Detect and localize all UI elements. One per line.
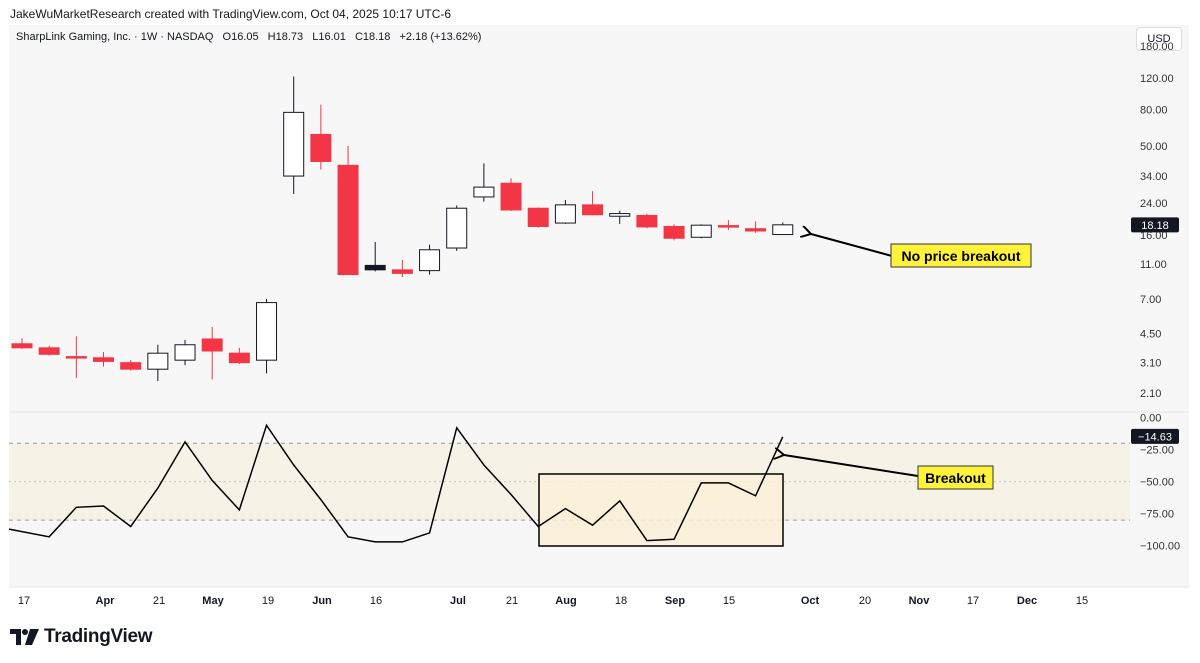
- candle-body: [337, 164, 359, 276]
- time-tick-label: 21: [506, 595, 518, 607]
- price-tick-label: 3.10: [1140, 358, 1161, 370]
- price-tick-label: 2.10: [1140, 388, 1161, 400]
- candle-body: [201, 338, 223, 352]
- candle-body: [717, 225, 739, 228]
- price-tick-label: 24.00: [1140, 198, 1168, 210]
- candle-body: [256, 302, 278, 361]
- time-tick-label: Oct: [801, 595, 820, 607]
- last-value-tag: [1131, 428, 1179, 444]
- candle-body: [772, 224, 794, 236]
- candle-body: [609, 213, 631, 217]
- price-tick-label: 80.00: [1140, 104, 1168, 116]
- candle-body: [419, 249, 441, 272]
- open-value: O16.05: [222, 31, 259, 43]
- time-tick-label: 16: [370, 595, 382, 607]
- symbol-legend: SharpLink Gaming, Inc. · 1W · NASDAQ O16…: [16, 31, 487, 43]
- price-note-box: [890, 243, 1032, 268]
- symbol-name[interactable]: SharpLink Gaming, Inc. · 1W · NASDAQ: [16, 31, 214, 43]
- close-value: C18.18: [354, 31, 391, 43]
- indicator-note-box: [917, 465, 994, 490]
- tradingview-wordmark: TradingView: [44, 626, 153, 647]
- time-tick-label: 21: [153, 595, 165, 607]
- candle-body: [283, 111, 305, 177]
- candle-body: [636, 214, 658, 228]
- time-tick-label: 17: [967, 595, 979, 607]
- last-value-label: −14.63: [1138, 431, 1172, 443]
- annotations: No price breakout Breakout: [784, 234, 1032, 490]
- time-tick-label: 20: [859, 595, 871, 607]
- indicator-note-arrow: [784, 455, 919, 477]
- time-axis[interactable]: 17 Apr 21 May 19 Jun 16 Jul 21 Aug 18 Sep 15 Oct 20 Nov…: [18, 595, 1088, 607]
- price-tick-label: 120.00: [1140, 73, 1174, 85]
- candle-body: [527, 207, 549, 227]
- price-tick-label: 34.00: [1140, 171, 1168, 183]
- price-tick-label: 180.00: [1140, 41, 1174, 53]
- indicator-axis[interactable]: 0.00 −25.00 −50.00 −75.00 −100.00 −14.63: [1131, 413, 1180, 553]
- time-tick-label: May: [202, 595, 224, 607]
- candle-body: [174, 344, 196, 361]
- candle-body: [391, 269, 413, 274]
- chart-header: JakeWuMarketResearch created with Tradin…: [10, 7, 452, 21]
- breakout-box: [538, 473, 784, 547]
- price-tick-label: 7.00: [1140, 294, 1161, 306]
- low-value: L16.01: [312, 31, 346, 43]
- candle-body: [473, 186, 495, 198]
- candle-body: [745, 228, 767, 232]
- indicator-tick-label: −100.00: [1140, 541, 1180, 553]
- candle-body: [228, 352, 250, 364]
- last-price-label: 18.18: [1141, 220, 1169, 232]
- time-tick-label: 19: [262, 595, 274, 607]
- candle-body: [120, 362, 142, 370]
- price-tick-label: 11.00: [1140, 259, 1167, 271]
- candle-body: [147, 352, 169, 370]
- candle-body: [38, 347, 60, 355]
- price-tick-label: 4.50: [1140, 329, 1161, 341]
- price-note-arrow: [811, 234, 893, 257]
- price-tick-label: 50.00: [1140, 141, 1168, 153]
- candle-body: [65, 356, 87, 359]
- indicator-tick-label: −25.00: [1140, 445, 1174, 457]
- candle-body: [310, 133, 332, 162]
- candle-body: [364, 264, 386, 271]
- time-tick-label: Aug: [555, 595, 576, 607]
- high-value: H18.73: [267, 31, 304, 43]
- time-tick-label: Apr: [96, 595, 116, 607]
- tv-logo-icon: [10, 629, 39, 645]
- candle-body: [500, 182, 522, 211]
- time-tick-label: 18: [615, 595, 627, 607]
- indicator-line: [8, 423, 784, 543]
- indicator-tick-label: 0.00: [1140, 413, 1161, 425]
- change-value: +2.18 (+13.62%): [399, 31, 482, 43]
- candle-body: [93, 357, 115, 362]
- price-tick-label: 16.00: [1140, 230, 1168, 242]
- candle-body: [446, 207, 468, 249]
- time-tick-label: Dec: [1017, 595, 1037, 607]
- price-pane: [11, 76, 794, 381]
- time-tick-label: 15: [1076, 595, 1088, 607]
- time-tick-label: Jun: [312, 595, 332, 607]
- time-tick-label: Nov: [909, 595, 931, 607]
- currency-button[interactable]: USD: [1136, 27, 1182, 51]
- price-note-text: No price breakout: [901, 248, 1020, 264]
- candle-body: [582, 204, 604, 216]
- candle-body: [554, 204, 576, 224]
- time-tick-label: Sep: [665, 595, 685, 607]
- time-tick-label: 17: [18, 595, 30, 607]
- time-tick-label: 15: [723, 595, 735, 607]
- time-tick-label: Jul: [450, 595, 466, 607]
- indicator-tick-label: −50.00: [1140, 477, 1174, 489]
- candle-body: [663, 225, 685, 239]
- price-axis[interactable]: 180.00 120.00 80.00 50.00 34.00 24.00 16.00 11.…: [1131, 41, 1179, 400]
- indicator-note-text: Breakout: [925, 470, 986, 486]
- tradingview-logo[interactable]: TradingView: [10, 625, 153, 649]
- last-price-tag: [1131, 217, 1179, 233]
- candle-body: [690, 224, 712, 238]
- candle-body: [11, 343, 33, 349]
- indicator-tick-label: −75.00: [1140, 509, 1174, 521]
